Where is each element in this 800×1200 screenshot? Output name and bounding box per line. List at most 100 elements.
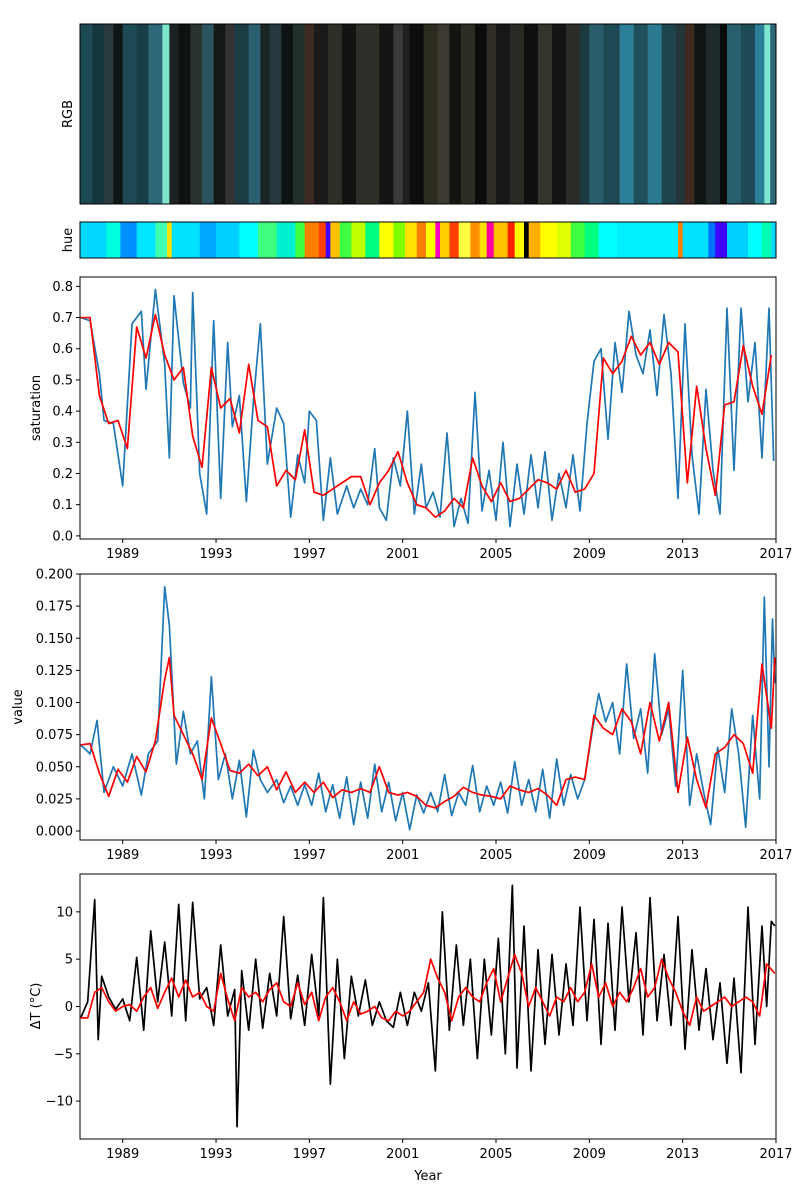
rgb-segment-40 (566, 24, 581, 204)
hue-segment-35 (524, 222, 530, 258)
rgb-strip-frame (79, 23, 777, 205)
hue-segment-50 (771, 222, 777, 258)
rgb-segment-24 (356, 24, 380, 204)
rgb-segment-25 (379, 24, 394, 204)
rgb-segment-29 (423, 24, 439, 204)
rgb-segment-49 (685, 24, 695, 204)
hue-segment-9 (239, 222, 259, 258)
delta-t-ytick-label-2: 0 (65, 1000, 73, 1015)
delta-t-raw-line (80, 884, 776, 1128)
saturation-ytick-label-7: 0.7 (52, 311, 73, 326)
value-ytick-label-6: 0.150 (36, 632, 73, 647)
rgb-segment-6 (148, 24, 163, 204)
hue-segment-46 (715, 222, 728, 258)
rgb-segment-3 (113, 24, 124, 204)
hue-segment-10 (258, 222, 278, 258)
rgb-segment-21 (314, 24, 329, 204)
rgb-segment-34 (486, 24, 497, 204)
rgb-segment-7 (162, 24, 170, 204)
hue-segment-6 (171, 222, 201, 258)
delta-t-ytick-label-3: 5 (65, 953, 73, 968)
saturation-smoothed-line (80, 313, 773, 519)
saturation-ylabel: saturation (29, 375, 44, 441)
saturation-xtick-label-5: 2009 (573, 547, 606, 562)
delta-t-ytick-label-1: −5 (54, 1047, 73, 1062)
value-xtick-label-2: 1997 (293, 848, 326, 863)
hue-segment-2 (120, 222, 138, 258)
delta-t-panel: −10 −5 0 5 10 1989 1993 1997 2001 2005 2009 2013 201… (29, 873, 793, 1184)
rgb-segment-56 (764, 24, 771, 204)
hue-segment-27 (449, 222, 460, 258)
rgb-segment-39 (552, 24, 567, 204)
hue-segment-7 (199, 222, 217, 258)
hue-segment-13 (304, 222, 320, 258)
hue-segment-31 (486, 222, 495, 258)
saturation-xtick-label-7: 2017 (759, 547, 792, 562)
hue-segment-21 (393, 222, 406, 258)
hue-segment-30 (479, 222, 488, 258)
rgb-segment-8 (169, 24, 180, 204)
rgb-segment-16 (260, 24, 271, 204)
delta-t-xtick-label-4: 2005 (479, 1147, 512, 1162)
rgb-segment-41 (580, 24, 590, 204)
rgb-segment-51 (706, 24, 721, 204)
rgb-segment-42 (589, 24, 604, 204)
rgb-segment-4 (122, 24, 138, 204)
hue-segment-39 (570, 222, 586, 258)
hue-segment-47 (727, 222, 749, 258)
delta-t-xtick-label-1: 1993 (199, 1147, 232, 1162)
delta-t-xtick-label-2: 1997 (293, 1147, 326, 1162)
hue-segment-45 (708, 222, 716, 258)
delta-t-smoothed-line (80, 953, 776, 1027)
hue-segment-17 (339, 222, 352, 258)
value-xtick-label-1: 1993 (199, 848, 232, 863)
delta-t-ylabel: ΔT (°C) (29, 983, 44, 1030)
hue-segment-25 (435, 222, 441, 258)
hue-segment-15 (325, 222, 331, 258)
saturation-ytick-label-0: 0.0 (52, 529, 73, 544)
value-smoothed-line (80, 656, 776, 809)
hue-segment-42 (617, 222, 679, 258)
saturation-xtick-label-1: 1993 (199, 547, 232, 562)
hue-strip (80, 222, 777, 258)
saturation-axes-frame (79, 276, 777, 540)
value-raw-line (80, 585, 776, 831)
value-ytick-label-1: 0.025 (36, 792, 73, 807)
rgb-segment-13 (225, 24, 236, 204)
rgb-segment-0 (80, 24, 93, 204)
saturation-panel: 0.0 0.1 0.2 0.3 0.4 0.5 0.6 0.7 0.8 1989 1993 1997 2… (29, 276, 793, 562)
rgb-segment-35 (496, 24, 511, 204)
hue-segment-37 (540, 222, 558, 258)
delta-t-xtick-label-3: 2001 (386, 1147, 419, 1162)
value-ytick-label-2: 0.050 (36, 760, 73, 775)
rgb-segment-31 (449, 24, 462, 204)
rgb-segment-38 (538, 24, 553, 204)
hue-segment-5 (167, 222, 173, 258)
saturation-ytick-label-1: 0.1 (52, 498, 73, 513)
hue-segment-1 (106, 222, 121, 258)
x-axis-label: Year (413, 1169, 442, 1184)
value-ylabel: value (11, 689, 26, 725)
hue-segment-4 (155, 222, 168, 258)
hue-segment-20 (379, 222, 394, 258)
value-xtick-label-6: 2013 (666, 848, 699, 863)
saturation-xtick-label-2: 1997 (293, 547, 326, 562)
rgb-segment-30 (437, 24, 450, 204)
delta-t-xtick-label-0: 1989 (106, 1147, 139, 1162)
rgb-segment-20 (304, 24, 315, 204)
hue-segment-36 (528, 222, 541, 258)
rgb-segment-26 (393, 24, 404, 204)
hue-segment-43 (678, 222, 684, 258)
saturation-ytick-label-6: 0.6 (52, 342, 73, 357)
value-ytick-label-7: 0.175 (36, 600, 73, 615)
rgb-segment-45 (633, 24, 649, 204)
hue-segment-19 (365, 222, 380, 258)
saturation-ytick-label-4: 0.4 (52, 405, 73, 420)
rgb-segment-15 (248, 24, 261, 204)
saturation-ytick-label-2: 0.2 (52, 467, 73, 482)
value-plot-area: 0.000 0.025 0.050 0.075 0.100 0.125 0.150 0.175… (36, 568, 793, 864)
hue-segment-29 (470, 222, 481, 258)
saturation-xtick-label-0: 1989 (106, 547, 139, 562)
hue-segment-38 (556, 222, 572, 258)
rgb-segment-17 (269, 24, 282, 204)
